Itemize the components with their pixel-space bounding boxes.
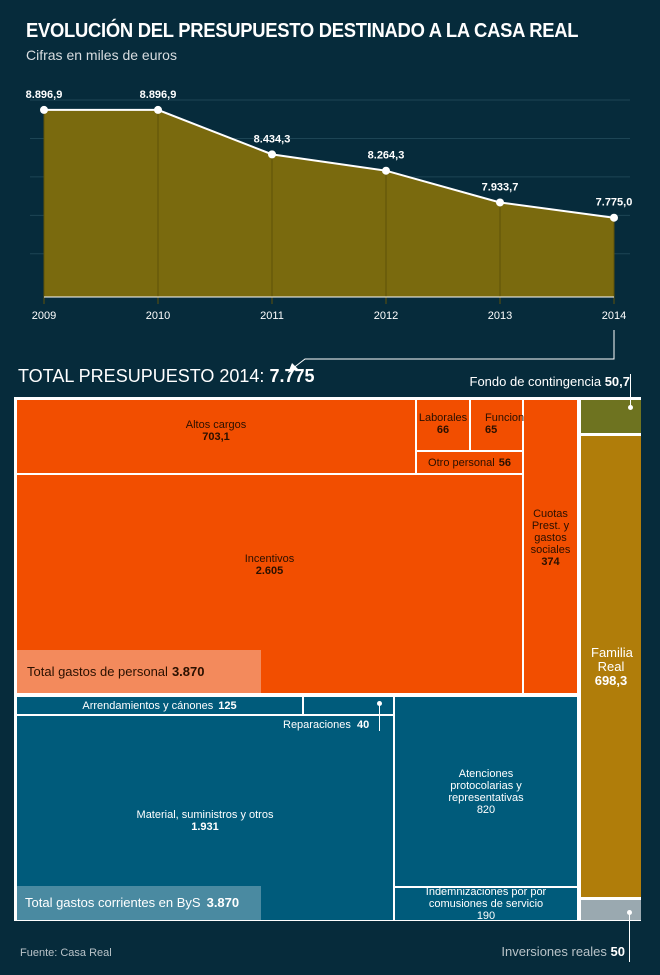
treemap-total-value: 7.775 — [269, 366, 315, 386]
total-gastos-personal-label: Total gastos de personal 3.870 — [17, 650, 261, 693]
tile-inversiones-reales — [581, 900, 641, 920]
tile-laborales: Laborales 66 — [417, 400, 469, 450]
data-point — [610, 213, 618, 222]
data-point — [382, 166, 390, 175]
fondo-marker — [628, 405, 633, 410]
data-label: 8.434,3 — [254, 133, 291, 145]
connector-line — [291, 330, 615, 370]
treemap-title-label: TOTAL PRESUPUESTO 2014: — [18, 366, 265, 386]
x-tick-label: 2011 — [260, 310, 284, 322]
data-label: 7.933,7 — [482, 181, 519, 193]
tile-reparaciones — [304, 697, 393, 714]
inversiones-leader-line — [629, 913, 630, 962]
reparaciones-label: Reparaciones 40 — [283, 719, 370, 731]
x-tick-label: 2013 — [488, 310, 512, 322]
area-chart: 8.896,9 2009 8.896,9 2010 8.434,3 2011 8.264,3… — [26, 89, 633, 373]
tile-indemnizaciones: Indemnizaciones por por comusiones de se… — [395, 886, 577, 922]
x-tick-label: 2009 — [32, 310, 56, 322]
data-label: 8.896,9 — [26, 89, 63, 101]
tile-arrendamientos: Arrendamientos y cánones 125 — [17, 697, 302, 714]
tile-cuotas: Cuotas Prest. y gastos sociales 374 — [524, 400, 577, 693]
tile-familia-real: Familia Real 698,3 — [581, 436, 641, 897]
data-point — [40, 105, 48, 114]
fondo-leader-line — [630, 374, 631, 408]
fondo-contingencia-label: Fondo de contingencia 50,7 — [469, 374, 630, 389]
reparaciones-marker — [377, 701, 382, 706]
data-label: 8.896,9 — [140, 89, 177, 101]
chart-subtitle: Cifras en miles de euros — [26, 47, 177, 63]
series-line — [44, 108, 615, 219]
x-tick-label: 2010 — [146, 310, 170, 322]
data-label: 8.264,3 — [368, 150, 405, 162]
data-label: 7.775,0 — [596, 197, 633, 209]
data-point — [154, 105, 162, 114]
connector-arrow-icon — [288, 363, 298, 373]
reparaciones-leader-line — [379, 703, 380, 731]
data-point — [496, 198, 504, 207]
tile-atenciones: Atenciones protocolarias y representativ… — [395, 697, 577, 886]
treemap-title: TOTAL PRESUPUESTO 2014: 7.775 — [18, 366, 315, 387]
data-point — [268, 150, 276, 159]
total-gastos-bys-label: Total gastos corrientes en ByS 3.870 — [17, 886, 261, 920]
tile-funcionarios: Funcionarios 65 — [471, 400, 548, 450]
x-tick-label: 2014 — [602, 310, 626, 322]
x-tick-label: 2012 — [374, 310, 398, 322]
inversiones-marker — [627, 910, 632, 915]
chart-title: EVOLUCIÓN DEL PRESUPUESTO DESTINADO A LA… — [26, 20, 579, 42]
tile-otro-personal: Otro personal 56 — [417, 452, 522, 473]
tile-altos-cargos: Altos cargos 703,1 — [17, 400, 415, 473]
source-note: Fuente: Casa Real — [20, 947, 112, 959]
area-fill — [44, 109, 614, 297]
inversiones-reales-label: Inversiones reales 50 — [501, 944, 625, 959]
